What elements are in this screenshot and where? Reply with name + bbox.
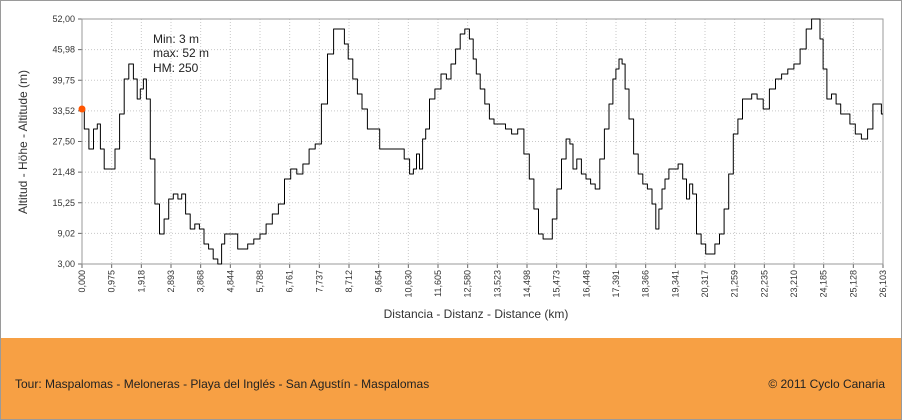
y-tick-label: 21,48 — [52, 167, 75, 177]
y-tick-label: 3,00 — [57, 259, 75, 269]
x-tick-label: 5,788 — [255, 270, 265, 293]
x-tick-label: 13,523 — [492, 270, 502, 298]
x-tick-label: 17,391 — [611, 270, 621, 298]
copyright-text: © 2011 Cyclo Canaria — [768, 377, 885, 391]
x-tick-label: 0,975 — [107, 270, 117, 293]
tour-route-text: Tour: Maspalomas - Meloneras - Playa del… — [15, 377, 430, 391]
x-tick-label: 10,630 — [403, 270, 413, 298]
y-tick-label: 27,50 — [52, 137, 75, 147]
x-tick-label: 26,103 — [878, 270, 888, 298]
x-tick-label: 12,580 — [463, 270, 473, 298]
x-tick-label: 22,235 — [759, 270, 769, 298]
plot-area-border — [81, 18, 884, 265]
y-tick-label: 52,00 — [52, 14, 75, 24]
x-tick-label: 6,761 — [285, 270, 295, 293]
x-axis-ticks: 0,000 0,975 1,918 2,893 3,868 4,844 5,788 6,761… — [77, 270, 888, 298]
x-tick-label: 1,918 — [136, 270, 146, 293]
x-tick-label: 0,000 — [77, 270, 87, 293]
x-tick-label: 21,259 — [730, 270, 740, 298]
y-tick-label: 9,02 — [57, 228, 75, 238]
x-tick-label: 23,210 — [789, 270, 799, 298]
x-tick-label: 18,366 — [641, 270, 651, 298]
x-tick-label: 15,473 — [552, 270, 562, 298]
x-axis-title: Distancia - Distanz - Distance (km) — [384, 307, 569, 321]
y-tick-label: 15,25 — [52, 198, 75, 208]
x-tick-label: 2,893 — [166, 270, 176, 293]
x-tick-label: 3,868 — [196, 270, 206, 293]
x-tick-label: 24,185 — [819, 270, 829, 298]
x-tick-label: 19,341 — [670, 270, 680, 298]
y-axis-title: Altitud - Höhe - Altitude (m) — [16, 70, 30, 214]
x-tick-label: 11,605 — [433, 270, 443, 297]
start-point-marker — [78, 105, 86, 113]
x-tick-label: 16,448 — [581, 270, 591, 298]
x-tick-label: 20,317 — [700, 270, 710, 298]
y-tick-label: 39,75 — [52, 75, 75, 85]
x-tick-label: 8,712 — [344, 270, 354, 293]
grid-lines — [82, 19, 883, 264]
x-tick-label: 25,128 — [848, 270, 858, 298]
x-tick-label: 7,737 — [314, 270, 324, 293]
x-tick-label: 4,844 — [225, 270, 235, 293]
x-tick-label: 14,498 — [522, 270, 532, 298]
stats-hm: HM: 250 — [153, 61, 199, 75]
x-tick-label: 9,654 — [374, 270, 384, 293]
footer-bar: Tour: Maspalomas - Meloneras - Playa del… — [1, 338, 901, 419]
stats-max: max: 52 m — [153, 46, 209, 60]
elevation-chart: 52,00 45,98 39,75 33,52 27,50 21,48 15,25 9,02 3… — [16, 14, 888, 321]
stats-min: Min: 3 m — [153, 32, 199, 46]
elevation-profile-line — [82, 18, 883, 265]
y-tick-label: 33,52 — [52, 106, 75, 116]
y-tick-label: 45,98 — [52, 45, 75, 55]
y-axis-ticks: 52,00 45,98 39,75 33,52 27,50 21,48 15,25 9,02 3… — [52, 14, 75, 269]
